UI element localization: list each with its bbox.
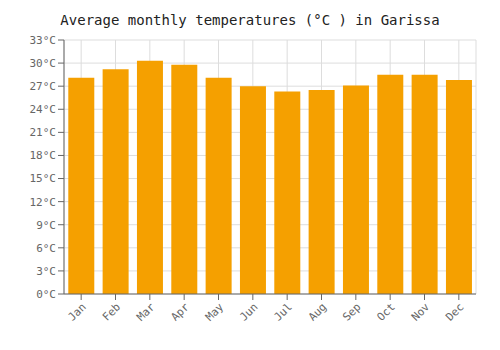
- svg-text:Jan: Jan: [66, 300, 89, 323]
- svg-text:Jun: Jun: [237, 300, 260, 323]
- svg-text:May: May: [203, 300, 227, 324]
- svg-text:27°C: 27°C: [30, 80, 57, 93]
- svg-text:Apr: Apr: [169, 300, 193, 324]
- svg-text:Jul: Jul: [272, 300, 295, 323]
- svg-text:Aug: Aug: [306, 300, 329, 323]
- svg-text:Sep: Sep: [340, 300, 363, 323]
- svg-text:18°C: 18°C: [30, 149, 57, 162]
- svg-text:3°C: 3°C: [36, 265, 56, 278]
- svg-text:Mar: Mar: [134, 300, 158, 324]
- svg-text:33°C: 33°C: [30, 34, 57, 47]
- svg-text:Oct: Oct: [375, 300, 398, 323]
- svg-text:Dec: Dec: [443, 300, 466, 323]
- svg-text:24°C: 24°C: [30, 103, 57, 116]
- html-text:Average monthly temperatures (: Average monthly temperatures (°C ) in Ga…: [60, 12, 440, 28]
- svg-text:6°C: 6°C: [36, 242, 56, 255]
- svg-text:0°C: 0°C: [36, 288, 56, 301]
- svg-text:Feb: Feb: [100, 300, 123, 323]
- svg-text:12°C: 12°C: [30, 196, 57, 209]
- svg-text:Nov: Nov: [409, 300, 433, 324]
- svg-text:15°C: 15°C: [30, 172, 57, 185]
- svg-text:21°C: 21°C: [30, 126, 57, 139]
- svg-text:30°C: 30°C: [30, 57, 57, 70]
- svg-text:9°C: 9°C: [36, 219, 56, 232]
